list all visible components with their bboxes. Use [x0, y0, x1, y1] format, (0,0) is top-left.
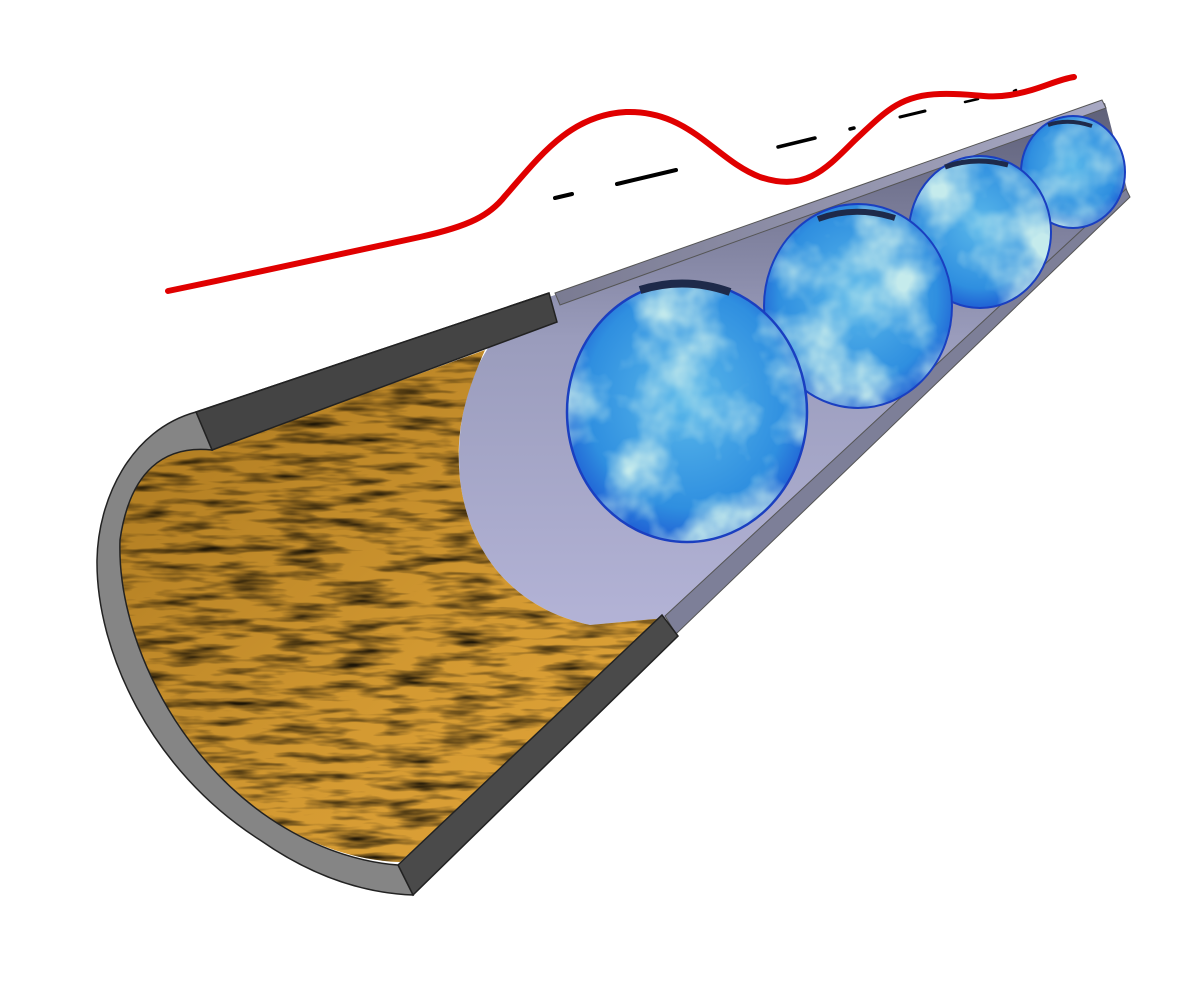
cross-section-4 — [1020, 115, 1126, 229]
cross-section-1 — [565, 279, 809, 544]
pipe-top-rim — [554, 99, 1107, 306]
dashed-centerline — [553, 88, 1018, 200]
pipe-end-ring — [96, 411, 415, 896]
pipe-outer-edge-top — [195, 292, 550, 413]
